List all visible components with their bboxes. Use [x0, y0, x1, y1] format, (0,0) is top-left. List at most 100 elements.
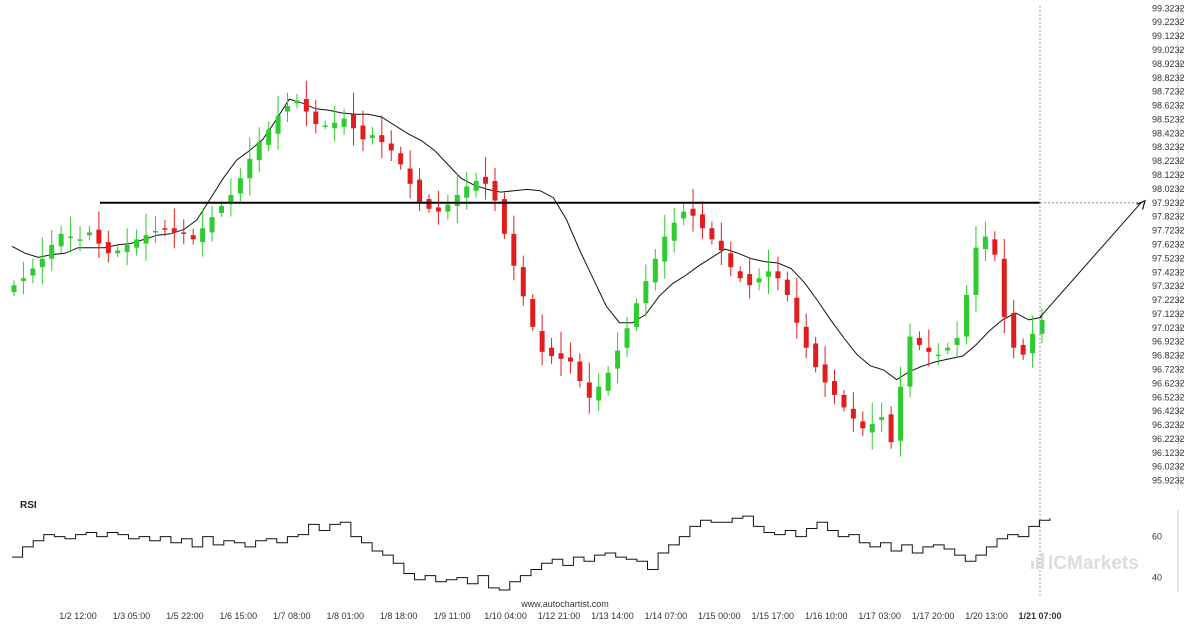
- candle: [435, 190, 441, 225]
- candle: [747, 257, 753, 299]
- candle-body: [426, 199, 432, 209]
- candle: [171, 208, 177, 249]
- time-axis-label: 1/10 04:00: [484, 611, 527, 621]
- candle-body: [351, 114, 357, 129]
- candle: [586, 362, 592, 414]
- time-axis-label: 1/2 12:00: [59, 611, 97, 621]
- candle-body: [379, 135, 385, 143]
- candle: [303, 80, 309, 127]
- candle: [332, 106, 338, 142]
- candle: [1030, 315, 1036, 368]
- price-axis-label: 97.7232: [1152, 226, 1185, 236]
- candle-body: [58, 233, 64, 247]
- candle-body: [718, 240, 724, 251]
- watermark: ICMarkets: [1031, 553, 1139, 574]
- candle-body: [935, 354, 941, 357]
- candle: [285, 92, 291, 123]
- time-axis-label: 1/16 10:00: [805, 611, 848, 621]
- candle-body: [275, 115, 281, 134]
- candle: [832, 369, 838, 405]
- candle-body: [162, 228, 168, 230]
- candle: [341, 108, 347, 135]
- candle-body: [77, 239, 83, 241]
- candle: [351, 92, 357, 146]
- candle-body: [1011, 312, 1017, 348]
- price-axis-label: 96.6232: [1152, 378, 1185, 388]
- candle-body: [832, 381, 838, 395]
- candle: [718, 222, 724, 266]
- candle-body: [784, 279, 790, 295]
- time-axis-label: 1/3 05:00: [113, 611, 151, 621]
- candle-body: [313, 111, 319, 125]
- candle: [690, 188, 696, 232]
- price-axis-label: 97.8232: [1152, 212, 1185, 222]
- price-axis-label: 96.2232: [1152, 434, 1185, 444]
- rsi-axis-label: 60: [1152, 532, 1162, 542]
- candle-body: [860, 421, 866, 429]
- candle-body: [68, 236, 74, 239]
- price-axis-label: 98.3232: [1152, 142, 1185, 152]
- candle-body: [747, 274, 753, 286]
- candle-body: [841, 394, 847, 408]
- price-axis-label: 98.6232: [1152, 101, 1185, 111]
- candle: [228, 178, 234, 217]
- candle: [115, 245, 121, 258]
- candle: [369, 126, 375, 145]
- candle-body: [228, 194, 234, 204]
- candle: [398, 146, 404, 170]
- candle-body: [813, 343, 819, 368]
- horizontal-level-layer: [100, 6, 1146, 596]
- price-axis-label: 99.0232: [1152, 45, 1185, 55]
- candle-body: [322, 125, 328, 127]
- candle-body: [954, 337, 960, 345]
- rsi-label: RSI: [20, 500, 37, 511]
- candle-body: [822, 364, 828, 383]
- candle: [954, 321, 960, 359]
- time-axis-label: 1/17 20:00: [912, 611, 955, 621]
- candle-body: [181, 232, 187, 234]
- rsi-line: [12, 515, 1051, 591]
- candle-body: [888, 414, 894, 443]
- time-axis-label: 1/12 21:00: [538, 611, 581, 621]
- candle-body: [266, 129, 272, 145]
- candle-body: [134, 239, 140, 248]
- candle: [898, 366, 904, 457]
- candle-body: [171, 228, 177, 233]
- candle: [473, 172, 479, 198]
- candle: [596, 373, 602, 412]
- candle-body: [294, 100, 300, 104]
- candle-body: [285, 106, 291, 112]
- candle-body: [558, 353, 564, 359]
- candle-body: [332, 122, 338, 129]
- candle: [888, 406, 894, 449]
- rsi-panel: 60 40: [12, 510, 1179, 592]
- source-label: www.autochartist.com: [520, 599, 609, 609]
- candle-body: [1030, 333, 1036, 354]
- candle: [124, 228, 130, 266]
- candle-body: [86, 232, 92, 236]
- candle: [20, 261, 26, 295]
- candle: [728, 241, 734, 277]
- candle: [294, 93, 300, 109]
- candle-body: [11, 285, 17, 293]
- time-axis-label: 1/17 03:00: [858, 611, 901, 621]
- time-axis: 1/2 12:00 1/3 05:00 1/5 22:00 1/6 15:00 1/7 …: [59, 611, 1061, 621]
- candle-body: [209, 217, 215, 233]
- candle: [511, 215, 517, 281]
- price-axis-label: 98.7232: [1152, 87, 1185, 97]
- candle-body: [454, 194, 460, 207]
- candle-body: [1020, 344, 1026, 355]
- candle: [247, 137, 253, 196]
- candle: [662, 215, 668, 279]
- candle: [775, 256, 781, 291]
- candle: [313, 100, 319, 134]
- candle: [96, 211, 102, 259]
- candle: [879, 402, 885, 432]
- candle-body: [709, 228, 715, 240]
- candle-body: [945, 347, 951, 351]
- candle: [200, 210, 206, 257]
- candle: [445, 194, 451, 220]
- price-axis-label: 97.0232: [1152, 323, 1185, 333]
- candle-body: [1039, 319, 1045, 334]
- time-axis-label: 1/20 13:00: [965, 611, 1008, 621]
